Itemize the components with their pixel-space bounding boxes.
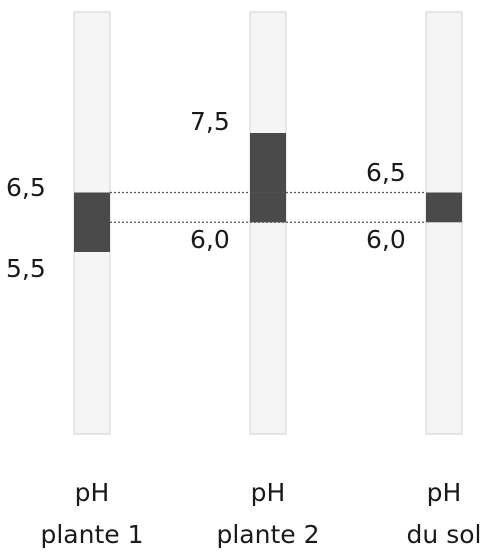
caption-plante-1-line1: pH [75,478,110,507]
range-bar-sol [426,192,462,223]
caption-sol-line1: pH [427,478,462,507]
caption-plante-1-line2: plante 1 [40,520,143,549]
caption-sol-line2: du sol [407,520,482,549]
label-plante-2-high: 7,5 [190,107,230,136]
label-plante-2-low: 6,0 [190,225,230,254]
caption-plante-2-line2: plante 2 [216,520,319,549]
label-sol-high: 6,5 [366,158,406,187]
range-bar-plante-1 [74,192,110,252]
track-plante-2 [249,11,287,435]
range-bar-plante-2 [250,133,286,223]
label-plante-1-low: 5,5 [6,254,46,283]
label-sol-low: 6,0 [366,225,406,254]
caption-plante-2-line1: pH [251,478,286,507]
track-sol [425,11,463,435]
label-plante-1-high: 6,5 [6,173,46,202]
